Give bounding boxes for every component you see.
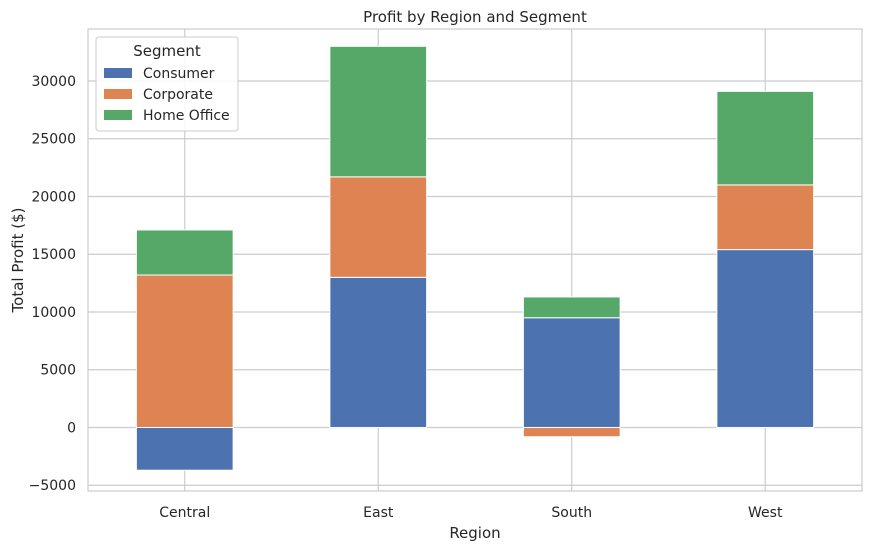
bar-corporate-south bbox=[522, 426, 621, 438]
bar-home-office-west bbox=[716, 90, 815, 186]
y-tick-label: 30000 bbox=[31, 74, 76, 90]
x-tick-label: East bbox=[363, 505, 394, 521]
x-tick-label: Central bbox=[159, 505, 210, 521]
x-tick-label: West bbox=[748, 505, 783, 521]
bar-consumer-south bbox=[522, 317, 621, 428]
bars bbox=[135, 45, 815, 471]
legend-swatch-consumer bbox=[104, 68, 132, 78]
legend: Segment Consumer Corporate Home Office bbox=[95, 36, 239, 132]
bar-corporate-central bbox=[135, 274, 234, 428]
tick-labels: −5000 0 5000 10000 15000 20000 25000 30000 Centr… bbox=[29, 74, 783, 521]
bar-corporate-east bbox=[329, 176, 428, 278]
y-tick-label: −5000 bbox=[29, 478, 76, 494]
bar-home-office-east bbox=[329, 45, 428, 178]
legend-label-corporate: Corporate bbox=[143, 87, 213, 103]
legend-title: Segment bbox=[133, 42, 201, 60]
legend-label-home-office: Home Office bbox=[143, 108, 230, 124]
legend-items: Consumer Corporate Home Office bbox=[104, 66, 230, 124]
y-tick-label: 10000 bbox=[31, 305, 76, 321]
y-tick-label: 20000 bbox=[31, 189, 76, 205]
legend-box bbox=[95, 36, 239, 132]
x-tick-label: South bbox=[551, 505, 592, 521]
legend-swatch-corporate bbox=[104, 89, 132, 99]
y-tick-label: 0 bbox=[67, 420, 76, 436]
bar-home-office-south bbox=[522, 296, 621, 319]
y-axis-label: Total Profit ($) bbox=[9, 208, 27, 314]
bar-home-office-central bbox=[135, 229, 234, 276]
y-tick-label: 15000 bbox=[31, 247, 76, 263]
chart-title: Profit by Region and Segment bbox=[363, 8, 587, 26]
y-tick-label: 25000 bbox=[31, 132, 76, 148]
plot-area bbox=[87, 28, 863, 492]
legend-swatch-home-office bbox=[104, 110, 132, 120]
y-tick-label: 5000 bbox=[40, 363, 76, 379]
bar-corporate-west bbox=[716, 184, 815, 251]
bar-consumer-east bbox=[329, 276, 428, 428]
x-axis-label: Region bbox=[449, 524, 500, 542]
legend-label-consumer: Consumer bbox=[143, 66, 215, 82]
bar-consumer-west bbox=[716, 249, 815, 428]
bar-consumer-central bbox=[135, 426, 234, 471]
